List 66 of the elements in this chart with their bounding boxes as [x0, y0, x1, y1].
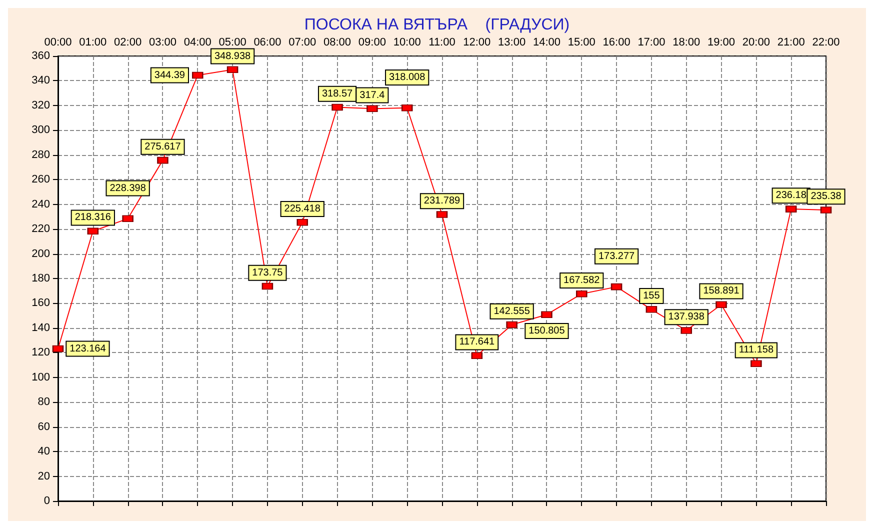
data-label: 137.938 [668, 312, 705, 323]
x-tick-label: 21:00 [777, 36, 805, 48]
x-tick-label: 10:00 [393, 36, 421, 48]
y-tick-label: 260 [32, 174, 50, 186]
y-tick-label: 60 [38, 420, 50, 433]
data-label: 275.617 [144, 141, 182, 152]
x-tick-label: 17:00 [638, 36, 666, 48]
data-label: 348.938 [214, 50, 252, 62]
y-tick-label: 20 [38, 470, 50, 482]
x-tick-label: 06:00 [254, 36, 282, 48]
data-label: 317.4 [360, 90, 386, 101]
x-tick-label: 04:00 [184, 36, 212, 48]
data-label: 158.891 [703, 286, 740, 297]
x-tick-label: 08:00 [324, 36, 352, 48]
y-tick-label: 280 [32, 148, 50, 161]
y-tick-label: 120 [32, 346, 50, 359]
x-tick-label: 20:00 [742, 36, 770, 48]
data-label: 218.316 [74, 212, 112, 224]
data-label: 155 [643, 290, 660, 302]
y-tick-label: 320 [32, 99, 50, 112]
x-tick-label: 02:00 [114, 36, 142, 48]
y-tick-label: 80 [38, 396, 50, 408]
y-tick-label: 220 [32, 223, 50, 236]
x-tick-label: 07:00 [288, 36, 316, 48]
x-tick-label: 18:00 [672, 36, 700, 48]
data-label: 123.164 [70, 343, 106, 354]
y-tick-label: 180 [32, 272, 50, 284]
data-label: 150.805 [528, 325, 566, 336]
y-tick-label: 160 [32, 297, 50, 310]
x-tick-label: 09:00 [358, 36, 386, 48]
y-tick-label: 140 [32, 322, 50, 334]
x-tick-label: 00:00 [44, 36, 72, 48]
y-tick-label: 200 [32, 248, 50, 260]
data-label: 344.39 [154, 70, 186, 81]
data-label: 318.57 [322, 88, 353, 100]
data-label: 235.38 [810, 191, 842, 202]
data-label: 173.277 [598, 250, 636, 262]
data-label: 167.582 [564, 274, 600, 286]
x-tick-label: 05:00 [218, 36, 246, 48]
x-tick-label: 22:00 [812, 36, 840, 48]
x-tick-label: 16:00 [602, 36, 630, 48]
x-tick-label: 12:00 [463, 36, 491, 48]
data-label: 228.398 [110, 182, 146, 194]
data-label: 236.18 [776, 190, 807, 202]
y-tick-label: 360 [32, 50, 50, 62]
y-tick-label: 100 [32, 371, 50, 384]
chart-title: ПОСОКА НА ВЯТЪРА (ГРАДУСИ) [304, 16, 570, 34]
x-tick-label: 14:00 [532, 36, 560, 48]
data-label: 117.641 [459, 336, 496, 348]
y-tick-label: 300 [32, 124, 50, 136]
data-label: 173.75 [252, 267, 284, 278]
x-tick-label: 11:00 [428, 36, 456, 48]
y-tick-label: 340 [32, 74, 50, 87]
data-label: 225.418 [284, 203, 321, 214]
data-label: 111.158 [738, 344, 774, 356]
x-tick-label: 15:00 [568, 36, 596, 48]
data-label: 142.555 [494, 306, 530, 317]
y-tick-label: 40 [38, 446, 50, 458]
x-tick-label: 13:00 [498, 36, 526, 48]
data-label: 318.008 [389, 72, 426, 84]
x-tick-label: 01:00 [79, 36, 107, 48]
x-tick-label: 03:00 [148, 36, 176, 48]
x-tick-label: 19:00 [708, 36, 736, 48]
y-tick-label: 240 [32, 198, 50, 210]
y-tick-label: 0 [44, 495, 50, 507]
data-label: 231.789 [424, 196, 461, 207]
